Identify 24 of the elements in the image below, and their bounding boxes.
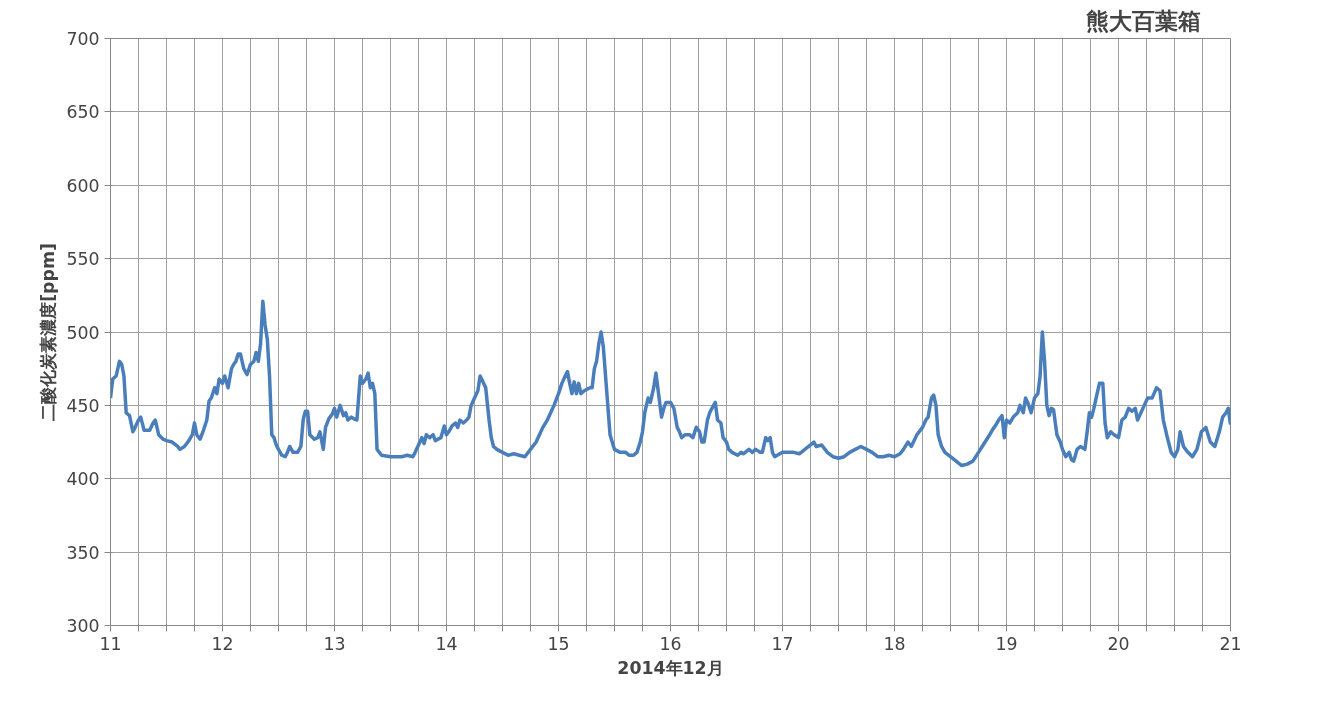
- x-tick-label: 20: [1107, 633, 1130, 654]
- y-tick-label: 550: [66, 249, 100, 270]
- y-tick-label: 450: [66, 395, 100, 416]
- y-axis-title: 二酸化炭素濃度[ppm]: [38, 243, 59, 421]
- x-tick-label: 21: [1219, 633, 1242, 654]
- x-tick-label: 12: [211, 633, 234, 654]
- y-tick-label: 700: [66, 29, 100, 49]
- x-tick-label: 15: [547, 633, 570, 654]
- y-tick-label: 300: [66, 616, 100, 636]
- line-series: [110, 299, 1231, 468]
- x-tick-label: 19: [995, 633, 1018, 654]
- y-tick-label: 350: [66, 542, 100, 563]
- y-tick-label: 400: [66, 469, 100, 490]
- x-tick-label: 16: [659, 633, 682, 654]
- x-tick-label: 17: [771, 633, 794, 654]
- x-tick-label: 18: [883, 633, 906, 654]
- chart-title: 熊大百葉箱: [1085, 7, 1201, 34]
- y-tick-label: 500: [66, 322, 100, 343]
- y-tick-label: 600: [66, 175, 100, 196]
- x-tick-label: 14: [435, 633, 458, 654]
- x-axis-title: 2014年12月: [617, 657, 724, 678]
- x-tick-label: 11: [99, 633, 122, 654]
- y-tick-label: 650: [66, 102, 100, 123]
- x-tick-label: 13: [323, 633, 346, 654]
